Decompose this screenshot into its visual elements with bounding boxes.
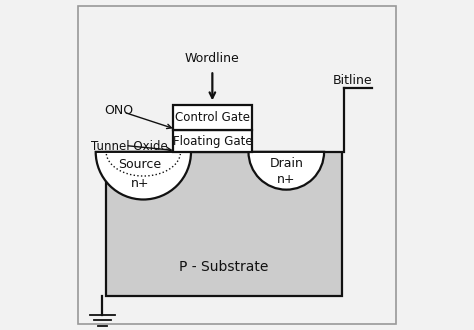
Bar [173,130,252,152]
Text: P - Substrate: P - Substrate [179,260,269,274]
Text: Source: Source [118,158,162,172]
Bar [173,105,252,130]
Text: n+: n+ [131,177,149,189]
Wedge shape [96,152,191,200]
Text: Drain: Drain [269,157,303,170]
Text: ONO: ONO [104,104,133,117]
Text: Wordline: Wordline [185,52,240,65]
Text: Floating Gate: Floating Gate [173,135,252,148]
Text: Bitline: Bitline [333,74,373,87]
Text: Tunnel Oxide: Tunnel Oxide [91,140,167,153]
Wedge shape [248,152,324,190]
Text: Control Gate: Control Gate [175,111,250,124]
Text: n+: n+ [277,173,296,186]
Bar [106,152,342,296]
